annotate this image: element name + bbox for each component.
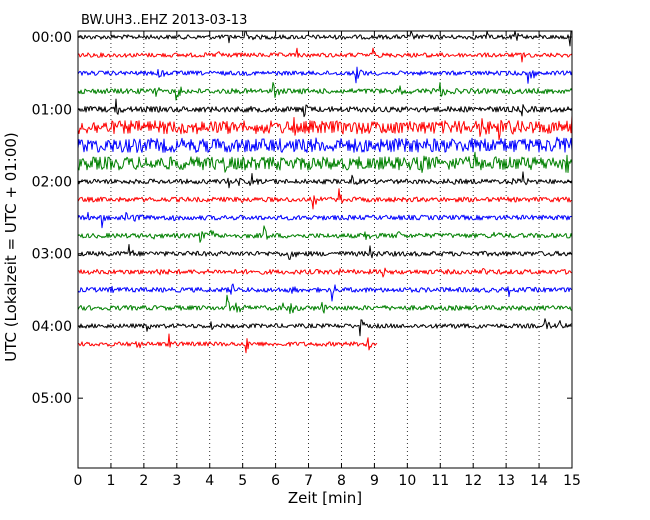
x-tick-label: 13: [497, 473, 515, 489]
y-tick-label: 04:00: [32, 319, 72, 335]
y-axis: 00:00 01:00 02:00 03:00 04:00 05:00: [32, 30, 572, 407]
x-tick-label: 7: [304, 473, 313, 489]
trace-line-3: [77, 82, 573, 101]
x-tick-label: 6: [271, 473, 280, 489]
y-axis-title: UTC (Lokalzeit = UTC + 01:00): [2, 132, 20, 362]
y-tick-label: 05:00: [32, 391, 72, 407]
trace-line-1: [77, 47, 573, 63]
x-tick-label: 9: [370, 473, 379, 489]
trace-line-2: [77, 66, 573, 84]
x-tick-label: 5: [238, 473, 247, 489]
x-tick-label: 0: [74, 473, 83, 489]
traces: [77, 30, 573, 354]
x-tick-label: 8: [337, 473, 346, 489]
trace-line-17: [77, 333, 378, 354]
trace-line-14: [77, 283, 573, 302]
x-tick-label: 3: [172, 473, 181, 489]
x-tick-label: 12: [464, 473, 482, 489]
x-tick-label: 15: [563, 473, 581, 489]
trace-line-16: [77, 318, 573, 337]
trace-line-7: [77, 151, 573, 173]
trace-line-10: [77, 211, 573, 229]
x-tick-label: 1: [106, 473, 115, 489]
x-axis-title: Zeit [min]: [288, 489, 362, 507]
x-tick-label: 11: [431, 473, 449, 489]
trace-line-9: [77, 188, 573, 210]
grid-lines: [110, 31, 540, 468]
x-axis: 0 1 2 3 4 5 6 7 8 9 10 11 12 13 14 15: [74, 31, 581, 489]
x-tick-label: 2: [139, 473, 148, 489]
x-tick-label: 14: [530, 473, 548, 489]
y-tick-label: 01:00: [32, 102, 72, 118]
y-tick-label: 00:00: [32, 30, 72, 46]
trace-line-4: [77, 98, 573, 118]
trace-line-5: [77, 115, 573, 141]
x-tick-label: 4: [205, 473, 214, 489]
trace-line-0: [77, 30, 573, 47]
plot-frame: [77, 30, 573, 469]
trace-line-12: [77, 244, 573, 260]
chart-title: BW.UH3..EHZ 2013-03-13: [81, 13, 247, 28]
trace-line-6: [77, 136, 573, 153]
x-tick-label: 10: [398, 473, 416, 489]
y-tick-label: 03:00: [32, 247, 72, 263]
trace-line-13: [77, 267, 573, 278]
trace-line-8: [77, 171, 573, 189]
y-tick-label: 02:00: [32, 174, 72, 190]
trace-line-15: [77, 294, 573, 314]
trace-line-11: [77, 225, 573, 243]
